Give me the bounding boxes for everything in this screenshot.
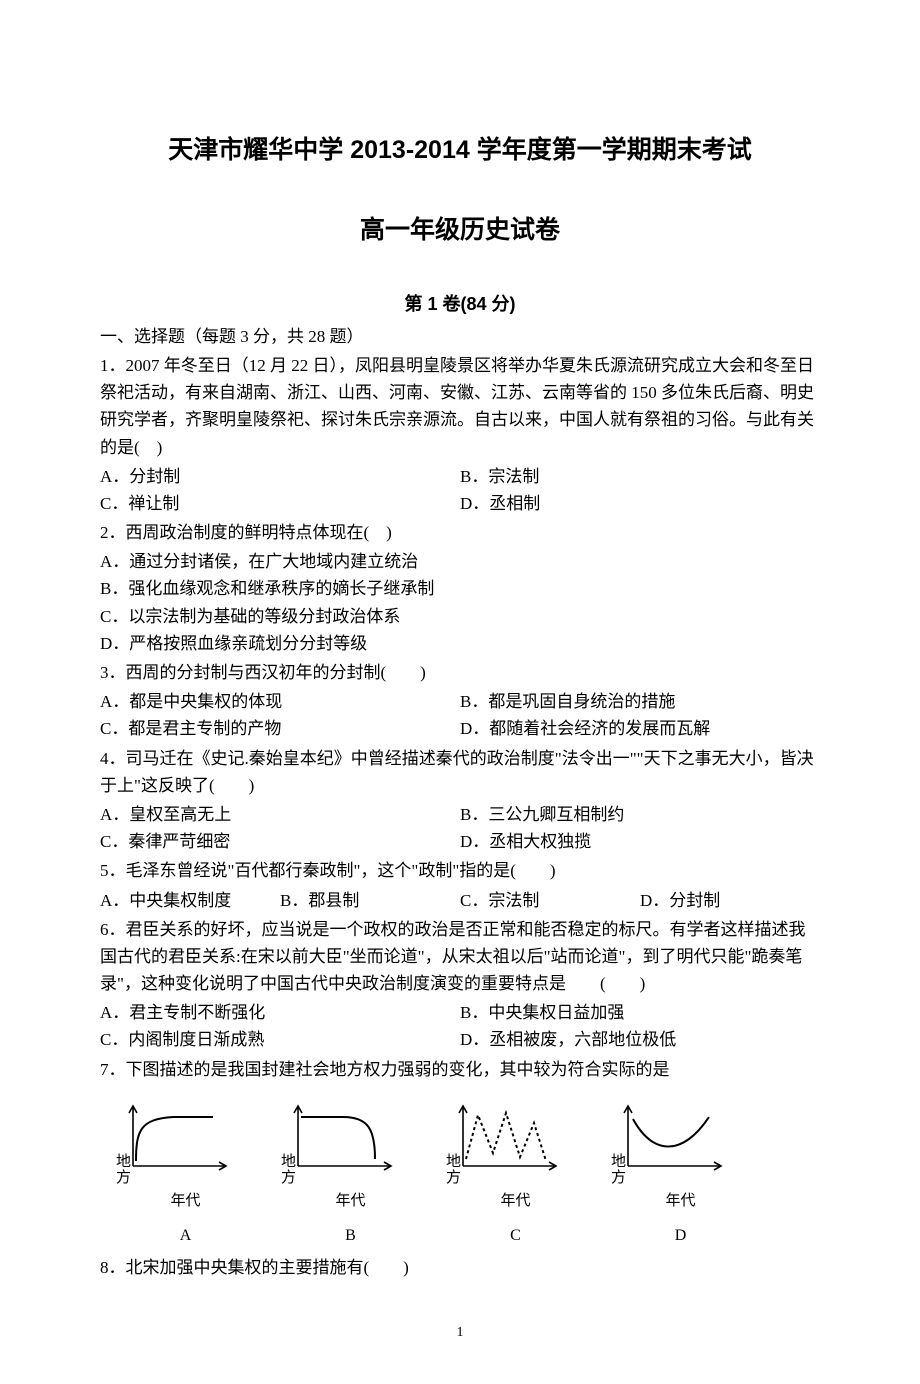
question-2-option-a: A．通过分封诸侯，在广大地域内建立统治 bbox=[100, 548, 820, 575]
question-3-stem: 3．西周的分封制与西汉初年的分封制( ) bbox=[100, 659, 820, 686]
question-6-option-a: A．君主专制不断强化 bbox=[100, 999, 460, 1026]
question-5-option-c: C．宗法制 bbox=[460, 887, 640, 914]
question-4-option-c: C．秦律严苛细密 bbox=[100, 828, 460, 855]
question-2-option-c: C．以宗法制为基础的等级分封政治体系 bbox=[100, 603, 820, 630]
question-1-option-b: B．宗法制 bbox=[460, 463, 820, 490]
question-2-stem: 2．西周政治制度的鲜明特点体现在( ) bbox=[100, 519, 820, 546]
instructions: 一、选择题（每题 3 分，共 28 题） bbox=[100, 323, 820, 350]
chart-xlabel: 年代 bbox=[283, 1189, 418, 1213]
chart-letter: C bbox=[448, 1223, 583, 1249]
question-7-charts: 地方年代A地方年代B地方年代C地方年代D bbox=[118, 1101, 820, 1249]
chart-d: 地方年代 D bbox=[613, 1101, 748, 1249]
exam-title-main: 天津市耀华中学 2013-2014 学年度第一学期期末考试 bbox=[100, 130, 820, 170]
question-4-stem: 4．司马迁在《史记.秦始皇本纪》中曾经描述秦代的政治制度"法令出一""天下之事无… bbox=[100, 745, 820, 799]
chart-xlabel: 年代 bbox=[613, 1189, 748, 1213]
question-2-option-b: B．强化血缘观念和继承秩序的嫡长子继承制 bbox=[100, 575, 820, 602]
chart-ylabel: 地方 bbox=[281, 1154, 418, 1187]
question-4-option-d: D．丞相大权独揽 bbox=[460, 828, 820, 855]
question-1-option-a: A．分封制 bbox=[100, 463, 460, 490]
question-6-option-c: C．内阁制度日渐成熟 bbox=[100, 1026, 460, 1053]
chart-letter: B bbox=[283, 1223, 418, 1249]
question-4-option-b: B．三公九卿互相制约 bbox=[460, 801, 820, 828]
question-5-option-a: A．中央集权制度 bbox=[100, 887, 280, 914]
chart-a: 地方年代A bbox=[118, 1101, 253, 1249]
question-6-option-b: B．中央集权日益加强 bbox=[460, 999, 820, 1026]
chart-letter: D bbox=[613, 1223, 748, 1249]
question-1-option-d: D．丞相制 bbox=[460, 490, 820, 517]
exam-title-sub: 高一年级历史试卷 bbox=[100, 210, 820, 250]
question-3-option-d: D．都随着社会经济的发展而瓦解 bbox=[460, 715, 820, 742]
chart-xlabel: 年代 bbox=[118, 1189, 253, 1213]
question-5-option-d: D．分封制 bbox=[640, 887, 820, 914]
question-8-stem: 8．北宋加强中央集权的主要措施有( ) bbox=[100, 1254, 820, 1281]
question-4-option-a: A．皇权至高无上 bbox=[100, 801, 460, 828]
question-3-option-c: C．都是君主专制的产物 bbox=[100, 715, 460, 742]
chart-xlabel: 年代 bbox=[448, 1189, 583, 1213]
question-6-stem: 6．君臣关系的好坏，应当说是一个政权的政治是否正常和能否稳定的标尺。有学者这样描… bbox=[100, 916, 820, 998]
chart-letter: A bbox=[118, 1223, 253, 1249]
question-5-option-b: B．郡县制 bbox=[280, 887, 460, 914]
question-2-option-d: D．严格按照血缘亲疏划分分封等级 bbox=[100, 630, 820, 657]
question-3-option-b: B．都是巩固自身统治的措施 bbox=[460, 688, 820, 715]
question-1-stem: 1．2007 年冬至日（12 月 22 日），凤阳县明皇陵景区将举办华夏朱氏源流… bbox=[100, 352, 820, 461]
question-7-stem: 7．下图描述的是我国封建社会地方权力强弱的变化，其中较为符合实际的是 bbox=[100, 1056, 820, 1083]
question-5-stem: 5．毛泽东曾经说"百代都行秦政制"，这个"政制"指的是( ) bbox=[100, 857, 820, 884]
chart-ylabel: 地方 bbox=[611, 1154, 748, 1187]
chart-c: 地方年代C bbox=[448, 1101, 583, 1249]
section-header: 第 1 卷(84 分) bbox=[100, 290, 820, 319]
question-1-option-c: C．禅让制 bbox=[100, 490, 460, 517]
page-number: 1 bbox=[100, 1322, 820, 1344]
question-3-option-a: A．都是中央集权的体现 bbox=[100, 688, 460, 715]
chart-b: 地方年代 B bbox=[283, 1101, 418, 1249]
question-6-option-d: D．丞相被废，六部地位极低 bbox=[460, 1026, 820, 1053]
